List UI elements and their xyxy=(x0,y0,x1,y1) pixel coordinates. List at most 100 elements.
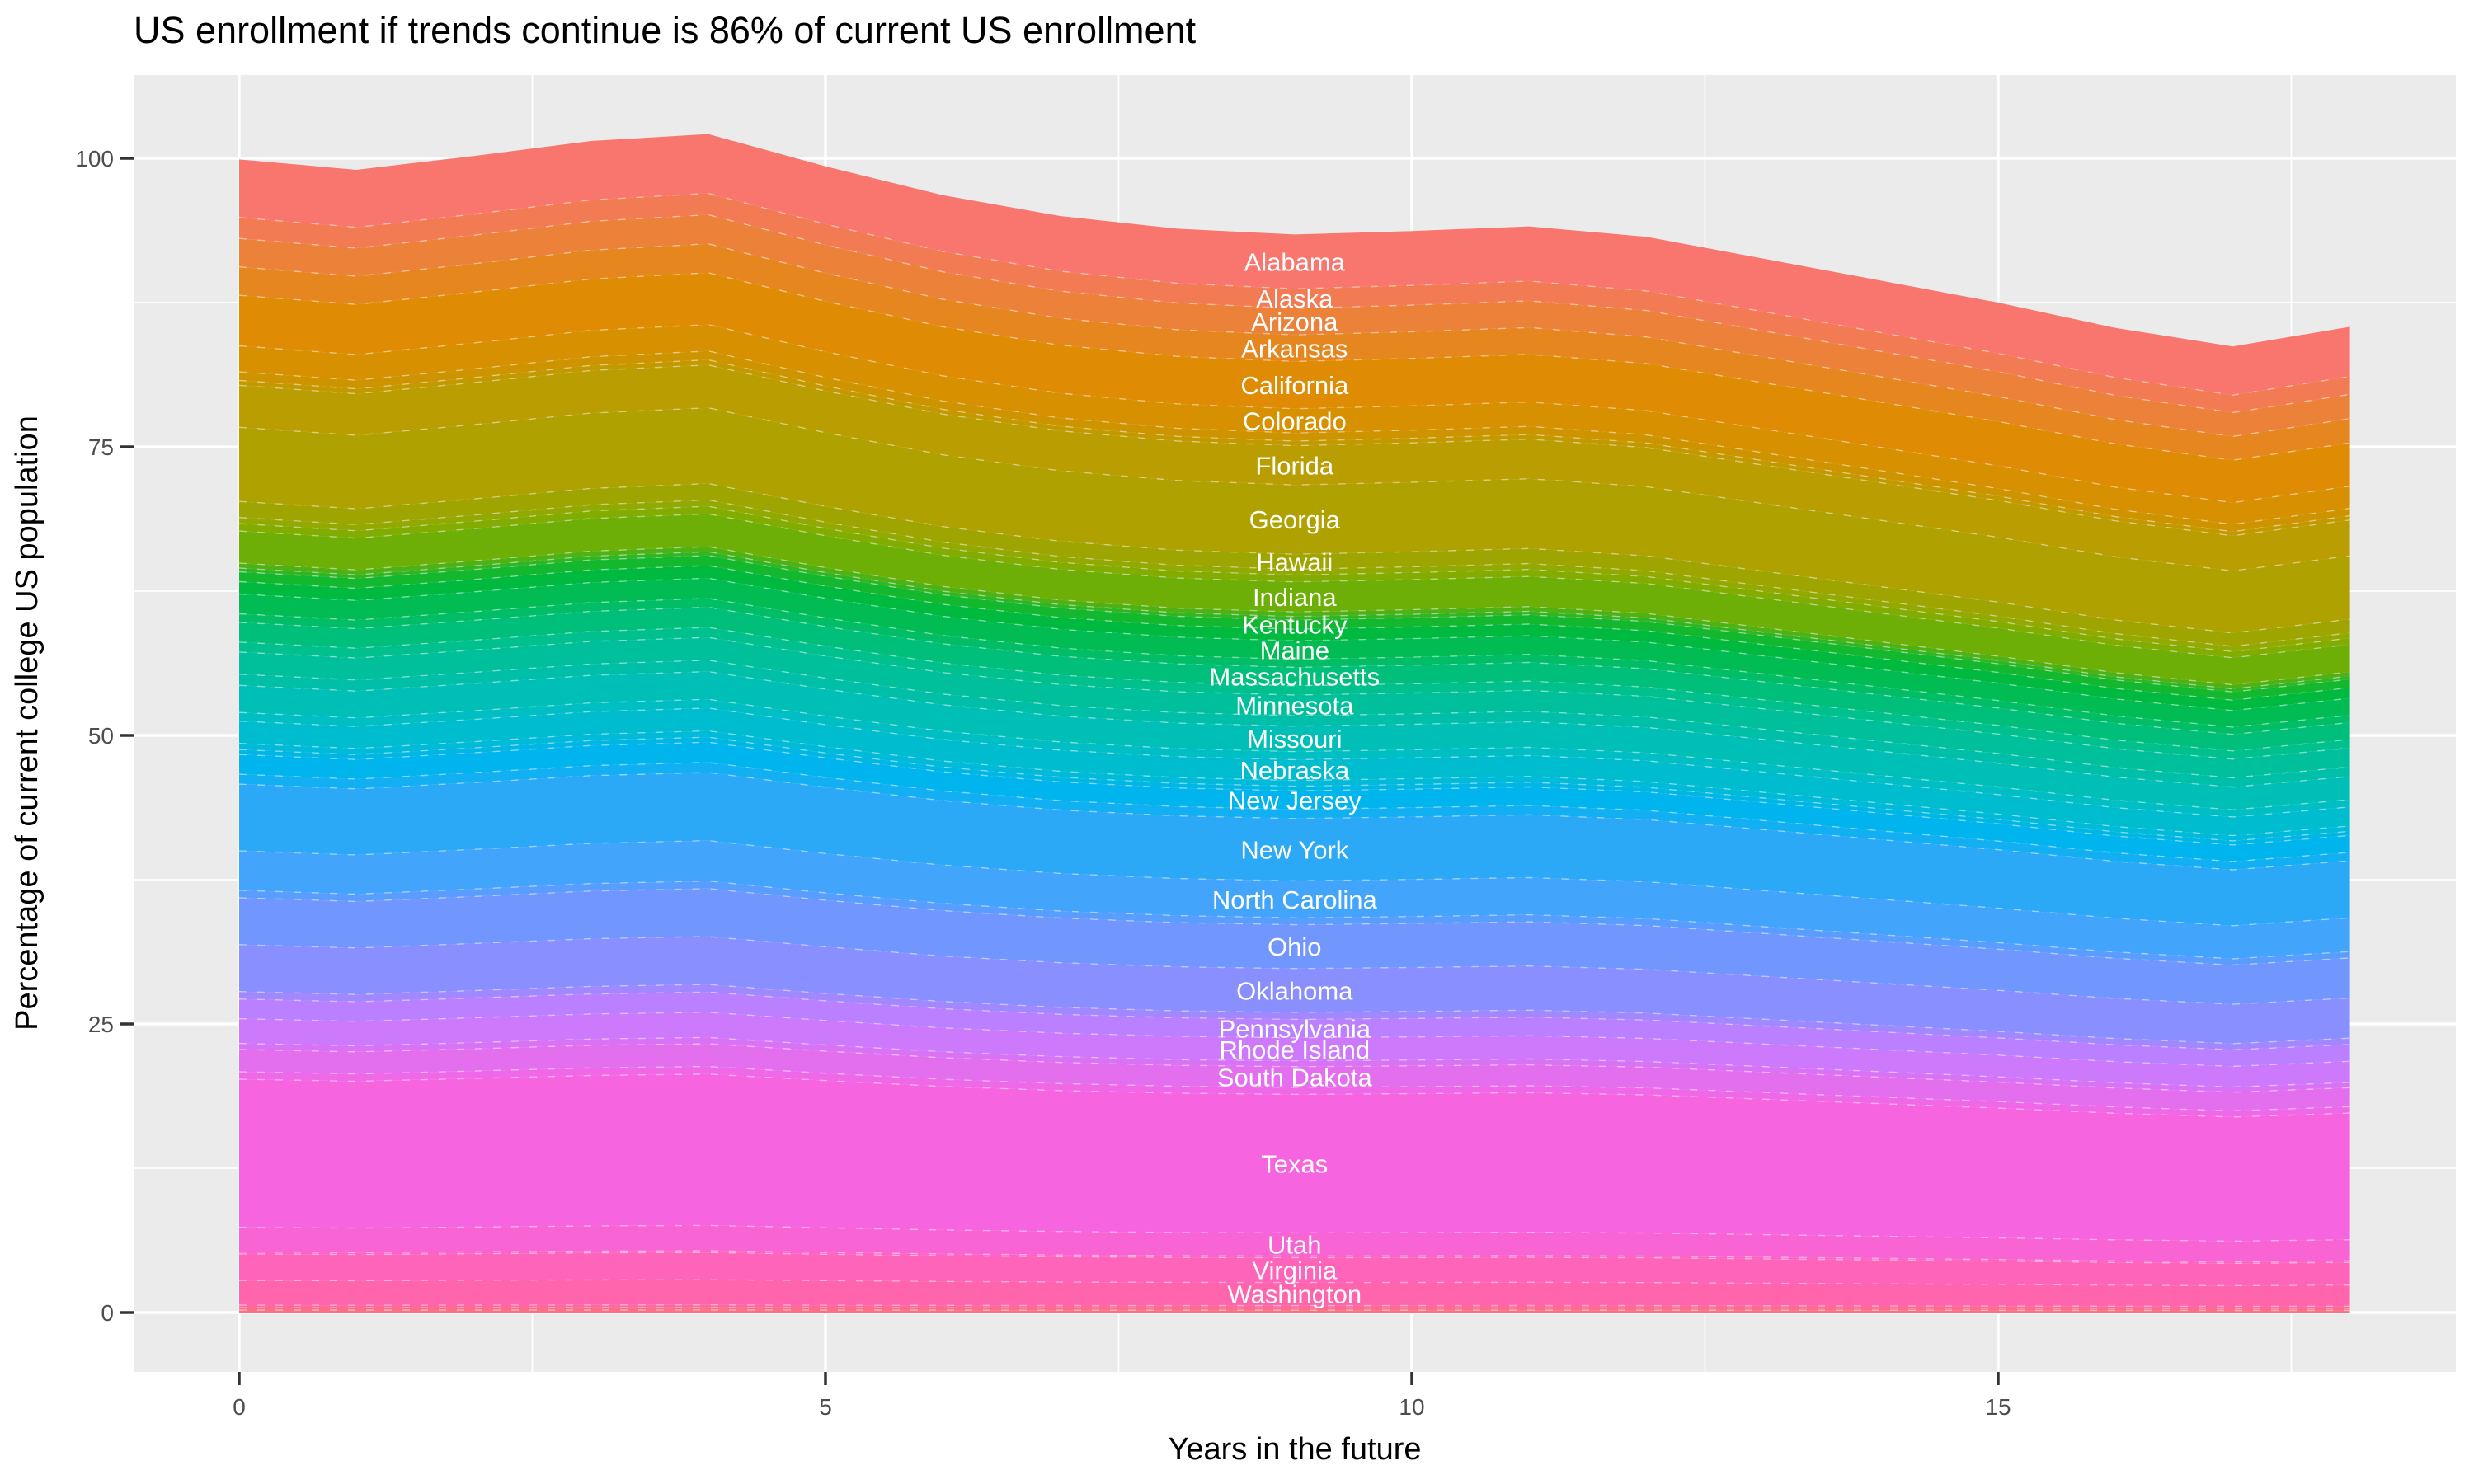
x-tick-label: 5 xyxy=(819,1394,832,1420)
area-band-connecticut xyxy=(239,350,2350,532)
state-label-virginia: Virginia xyxy=(1252,1256,1338,1285)
band-separator xyxy=(238,1036,2350,1088)
area-band-north-carolina xyxy=(239,840,2350,959)
area-band-virginia xyxy=(239,1252,2350,1286)
band-separator xyxy=(239,1309,2350,1312)
y-tick-label: 50 xyxy=(88,723,114,749)
band-separator xyxy=(238,736,2350,842)
area-band-oklahoma xyxy=(239,936,2350,1044)
area-band-michigan xyxy=(239,627,2350,759)
area-band-missouri xyxy=(239,671,2350,810)
band-separator xyxy=(238,839,2350,927)
area-band-massachusetts xyxy=(239,607,2350,751)
area-band-california xyxy=(239,272,2350,503)
band-separator xyxy=(238,880,2350,960)
band-separator xyxy=(238,698,2350,811)
band-separator xyxy=(238,991,2350,1051)
band-separator xyxy=(238,772,2350,871)
band-separator xyxy=(238,1065,2350,1112)
area-band-arkansas xyxy=(239,243,2350,461)
area-band-new-hampshire xyxy=(239,737,2350,845)
area-band-minnesota xyxy=(239,637,2350,778)
area-band-georgia xyxy=(239,407,2350,633)
area-band-nevada xyxy=(239,730,2350,841)
state-label-ohio: Ohio xyxy=(1268,932,1321,961)
band-separator xyxy=(238,670,2350,788)
band-separator xyxy=(238,577,2350,711)
area-band-hawaii xyxy=(239,483,2350,646)
area-band-washington xyxy=(239,1280,2350,1307)
band-separators xyxy=(238,192,2350,1312)
state-label-arkansas: Arkansas xyxy=(1241,334,1348,363)
x-tick-label: 15 xyxy=(1985,1394,2011,1420)
area-band-oregon xyxy=(239,984,2350,1050)
area-band-tennessee xyxy=(239,1066,2350,1117)
state-label-new-jersey: New Jersey xyxy=(1228,786,1362,815)
area-band-arizona xyxy=(239,214,2350,437)
area-band-new-york xyxy=(239,773,2350,926)
area-band-utah xyxy=(239,1225,2350,1262)
band-separator xyxy=(238,555,2350,693)
state-label-nebraska: Nebraska xyxy=(1239,756,1349,785)
area-band-vermont xyxy=(239,1251,2350,1264)
band-separator xyxy=(238,598,2350,728)
state-label-washington: Washington xyxy=(1228,1280,1362,1309)
state-label-utah: Utah xyxy=(1268,1230,1321,1259)
band-separator xyxy=(238,1279,2350,1287)
area-band-florida xyxy=(239,364,2350,571)
state-label-california: California xyxy=(1240,371,1349,400)
area-band-wyoming xyxy=(239,1309,2350,1313)
state-label-indiana: Indiana xyxy=(1253,583,1337,612)
state-label-texas: Texas xyxy=(1261,1149,1328,1178)
area-band-kentucky xyxy=(239,555,2350,701)
state-label-new-york: New York xyxy=(1240,836,1348,865)
band-separator xyxy=(238,1012,2350,1068)
area-band-illinois xyxy=(239,506,2350,658)
area-band-south-dakota xyxy=(239,1044,2350,1111)
area-band-pennsylvania xyxy=(239,992,2350,1067)
band-separator xyxy=(238,984,2350,1045)
area-band-mississippi xyxy=(239,660,2350,787)
y-axis-title: Percentage of current college US populat… xyxy=(10,416,45,1031)
state-label-alaska: Alaska xyxy=(1256,284,1333,313)
state-label-rhode-island: Rhode Island xyxy=(1219,1036,1370,1064)
area-band-new-jersey xyxy=(239,742,2350,862)
state-label-oklahoma: Oklahoma xyxy=(1236,976,1353,1005)
state-label-pennsylvania: Pennsylvania xyxy=(1219,1015,1371,1044)
band-separator xyxy=(238,761,2350,862)
area-band-idaho xyxy=(239,500,2350,652)
state-label-colorado: Colorado xyxy=(1243,407,1347,436)
chart-title: US enrollment if trends continue is 86% … xyxy=(134,9,1197,51)
band-separator xyxy=(238,888,2350,966)
band-separator xyxy=(238,1252,2350,1265)
band-separator xyxy=(238,1224,2350,1242)
band-separator xyxy=(238,551,2350,690)
area-band-indiana xyxy=(239,514,2350,685)
area-band-wisconsin xyxy=(239,1307,2350,1311)
band-separator xyxy=(238,627,2350,752)
x-tick-label: 0 xyxy=(233,1394,246,1420)
area-band-west-virginia xyxy=(239,1304,2350,1308)
state-label-kentucky: Kentucky xyxy=(1242,611,1348,640)
band-separator xyxy=(238,730,2350,837)
band-separator xyxy=(238,1304,2350,1308)
y-tick-label: 0 xyxy=(101,1300,114,1326)
x-axis-title: Years in the future xyxy=(1168,1432,1421,1467)
state-label-missouri: Missouri xyxy=(1247,725,1342,754)
x-tick-label: 10 xyxy=(1399,1394,1424,1420)
state-label-massachusetts: Massachusetts xyxy=(1209,663,1380,692)
band-separator xyxy=(238,936,2350,1005)
band-separator xyxy=(238,707,2350,818)
area-band-maine xyxy=(239,578,2350,727)
area-band-north-dakota xyxy=(239,881,2350,965)
state-label-maine: Maine xyxy=(1260,636,1329,665)
state-label-georgia: Georgia xyxy=(1249,505,1341,534)
state-label-arizona: Arizona xyxy=(1251,308,1338,336)
state-label-alabama: Alabama xyxy=(1244,247,1346,276)
band-separator xyxy=(238,1250,2350,1263)
band-separator xyxy=(238,1073,2350,1118)
band-separator xyxy=(238,660,2350,779)
